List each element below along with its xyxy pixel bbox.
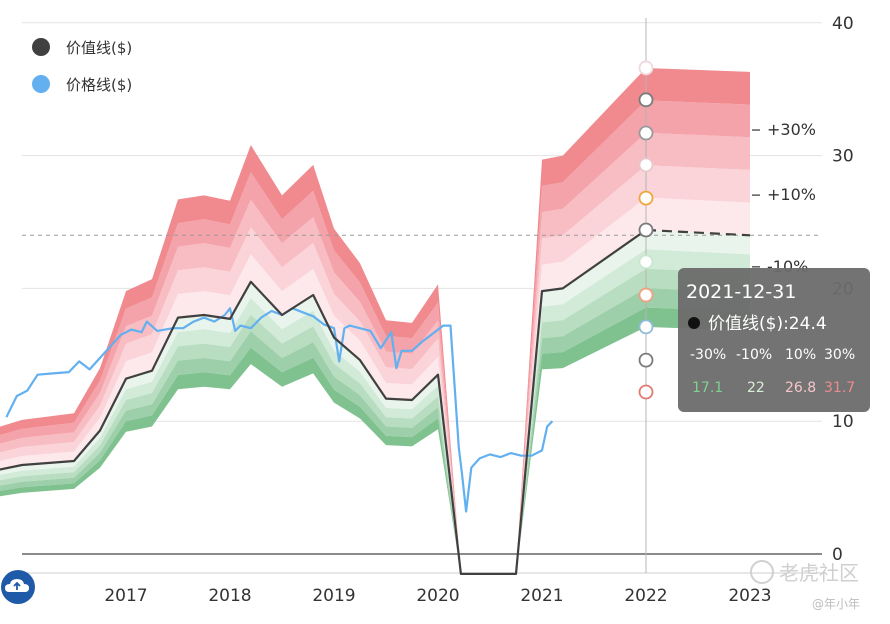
upper-band-2-projection — [646, 165, 750, 203]
valuation-bands — [0, 68, 750, 574]
tooltip-header-minus10: -10% — [736, 347, 772, 363]
tooltip: 2021-12-31 价值线($):24.4 -30% -10% 10% 30%… — [678, 268, 870, 412]
crosshair-marker-4 — [638, 190, 654, 206]
legend-marker-price-line — [32, 75, 50, 93]
tooltip-date: 2021-12-31 — [686, 281, 796, 303]
x-tick-label-2020: 2020 — [416, 586, 459, 606]
upload-arrow — [13, 581, 21, 590]
tooltip-value-plus30: 31.7 — [824, 380, 855, 396]
legend-label-value-line: 价值线($) — [66, 39, 132, 57]
crosshair-marker-8 — [638, 319, 654, 335]
legend[interactable]: 价值线($) 价格线($) — [32, 38, 132, 94]
cloud-upload-button[interactable] — [1, 570, 35, 604]
crosshair-marker-9 — [638, 352, 654, 368]
x-tick-label-2022: 2022 — [624, 586, 667, 606]
legend-item-value-line[interactable]: 价值线($) — [32, 38, 132, 57]
watermark-text: 老虎社区 — [779, 561, 859, 585]
x-axis: 62017201820192020202120222023 — [13, 586, 771, 606]
crosshair-marker-10 — [638, 384, 654, 400]
tooltip-header-plus10: 10% — [785, 347, 816, 363]
tooltip-value-plus10: 26.8 — [785, 380, 816, 396]
price-line — [5, 307, 554, 513]
crosshair-marker-0 — [638, 60, 654, 76]
tooltip-series-dot — [688, 317, 700, 329]
crosshair-marker-5 — [638, 222, 654, 238]
x-tick-label-2017: 2017 — [104, 586, 147, 606]
legend-label-price-line: 价格线($) — [66, 76, 132, 94]
x-tick-label-2021: 2021 — [520, 586, 563, 606]
x-tick-label-2019: 2019 — [312, 586, 355, 606]
series-lines — [0, 228, 751, 576]
value-line — [0, 229, 647, 576]
crosshair-marker-6 — [638, 254, 654, 270]
x-tick-label-2023: 2023 — [728, 586, 771, 606]
crosshair-marker-7 — [638, 287, 654, 303]
y-tick-label-10: 10 — [832, 412, 854, 432]
crosshair-marker-2 — [638, 125, 654, 141]
crosshair-markers — [638, 60, 654, 400]
tooltip-series-label: 价值线($):24.4 — [708, 314, 827, 334]
crosshair-marker-3 — [638, 157, 654, 173]
legend-item-price-line[interactable]: 价格线($) — [32, 75, 132, 94]
upper-band-3-projection — [646, 132, 750, 170]
upper-band-4-projection — [646, 100, 750, 138]
tooltip-value-minus10: 22 — [747, 380, 765, 396]
tooltip-header-plus30: 30% — [824, 347, 855, 363]
tooltip-header-minus30: -30% — [690, 347, 726, 363]
tooltip-background — [678, 268, 870, 412]
band-label-1: +10% — [767, 185, 816, 204]
y-tick-label-30: 30 — [832, 147, 854, 167]
legend-marker-value-line — [32, 38, 50, 56]
y-tick-label-40: 40 — [832, 14, 854, 34]
upper-band-1-projection — [646, 197, 750, 236]
band-label-0: +30% — [767, 120, 816, 139]
watermark-sub: @年小年 — [812, 597, 860, 611]
y-tick-label-0: 0 — [832, 545, 843, 565]
crosshair-marker-1 — [638, 92, 654, 108]
value-line-projection — [645, 228, 751, 237]
tooltip-value-minus30: 17.1 — [692, 380, 723, 396]
lower-band-1-projection — [646, 230, 750, 255]
watermark: 老虎社区 @年小年 — [750, 560, 860, 611]
band-labels: +30%+10%-10% — [752, 120, 816, 276]
upper-band-5-projection — [646, 68, 750, 105]
x-tick-label-2018: 2018 — [208, 586, 251, 606]
lower-band-2-projection — [646, 249, 750, 274]
tiger-icon — [750, 560, 774, 584]
